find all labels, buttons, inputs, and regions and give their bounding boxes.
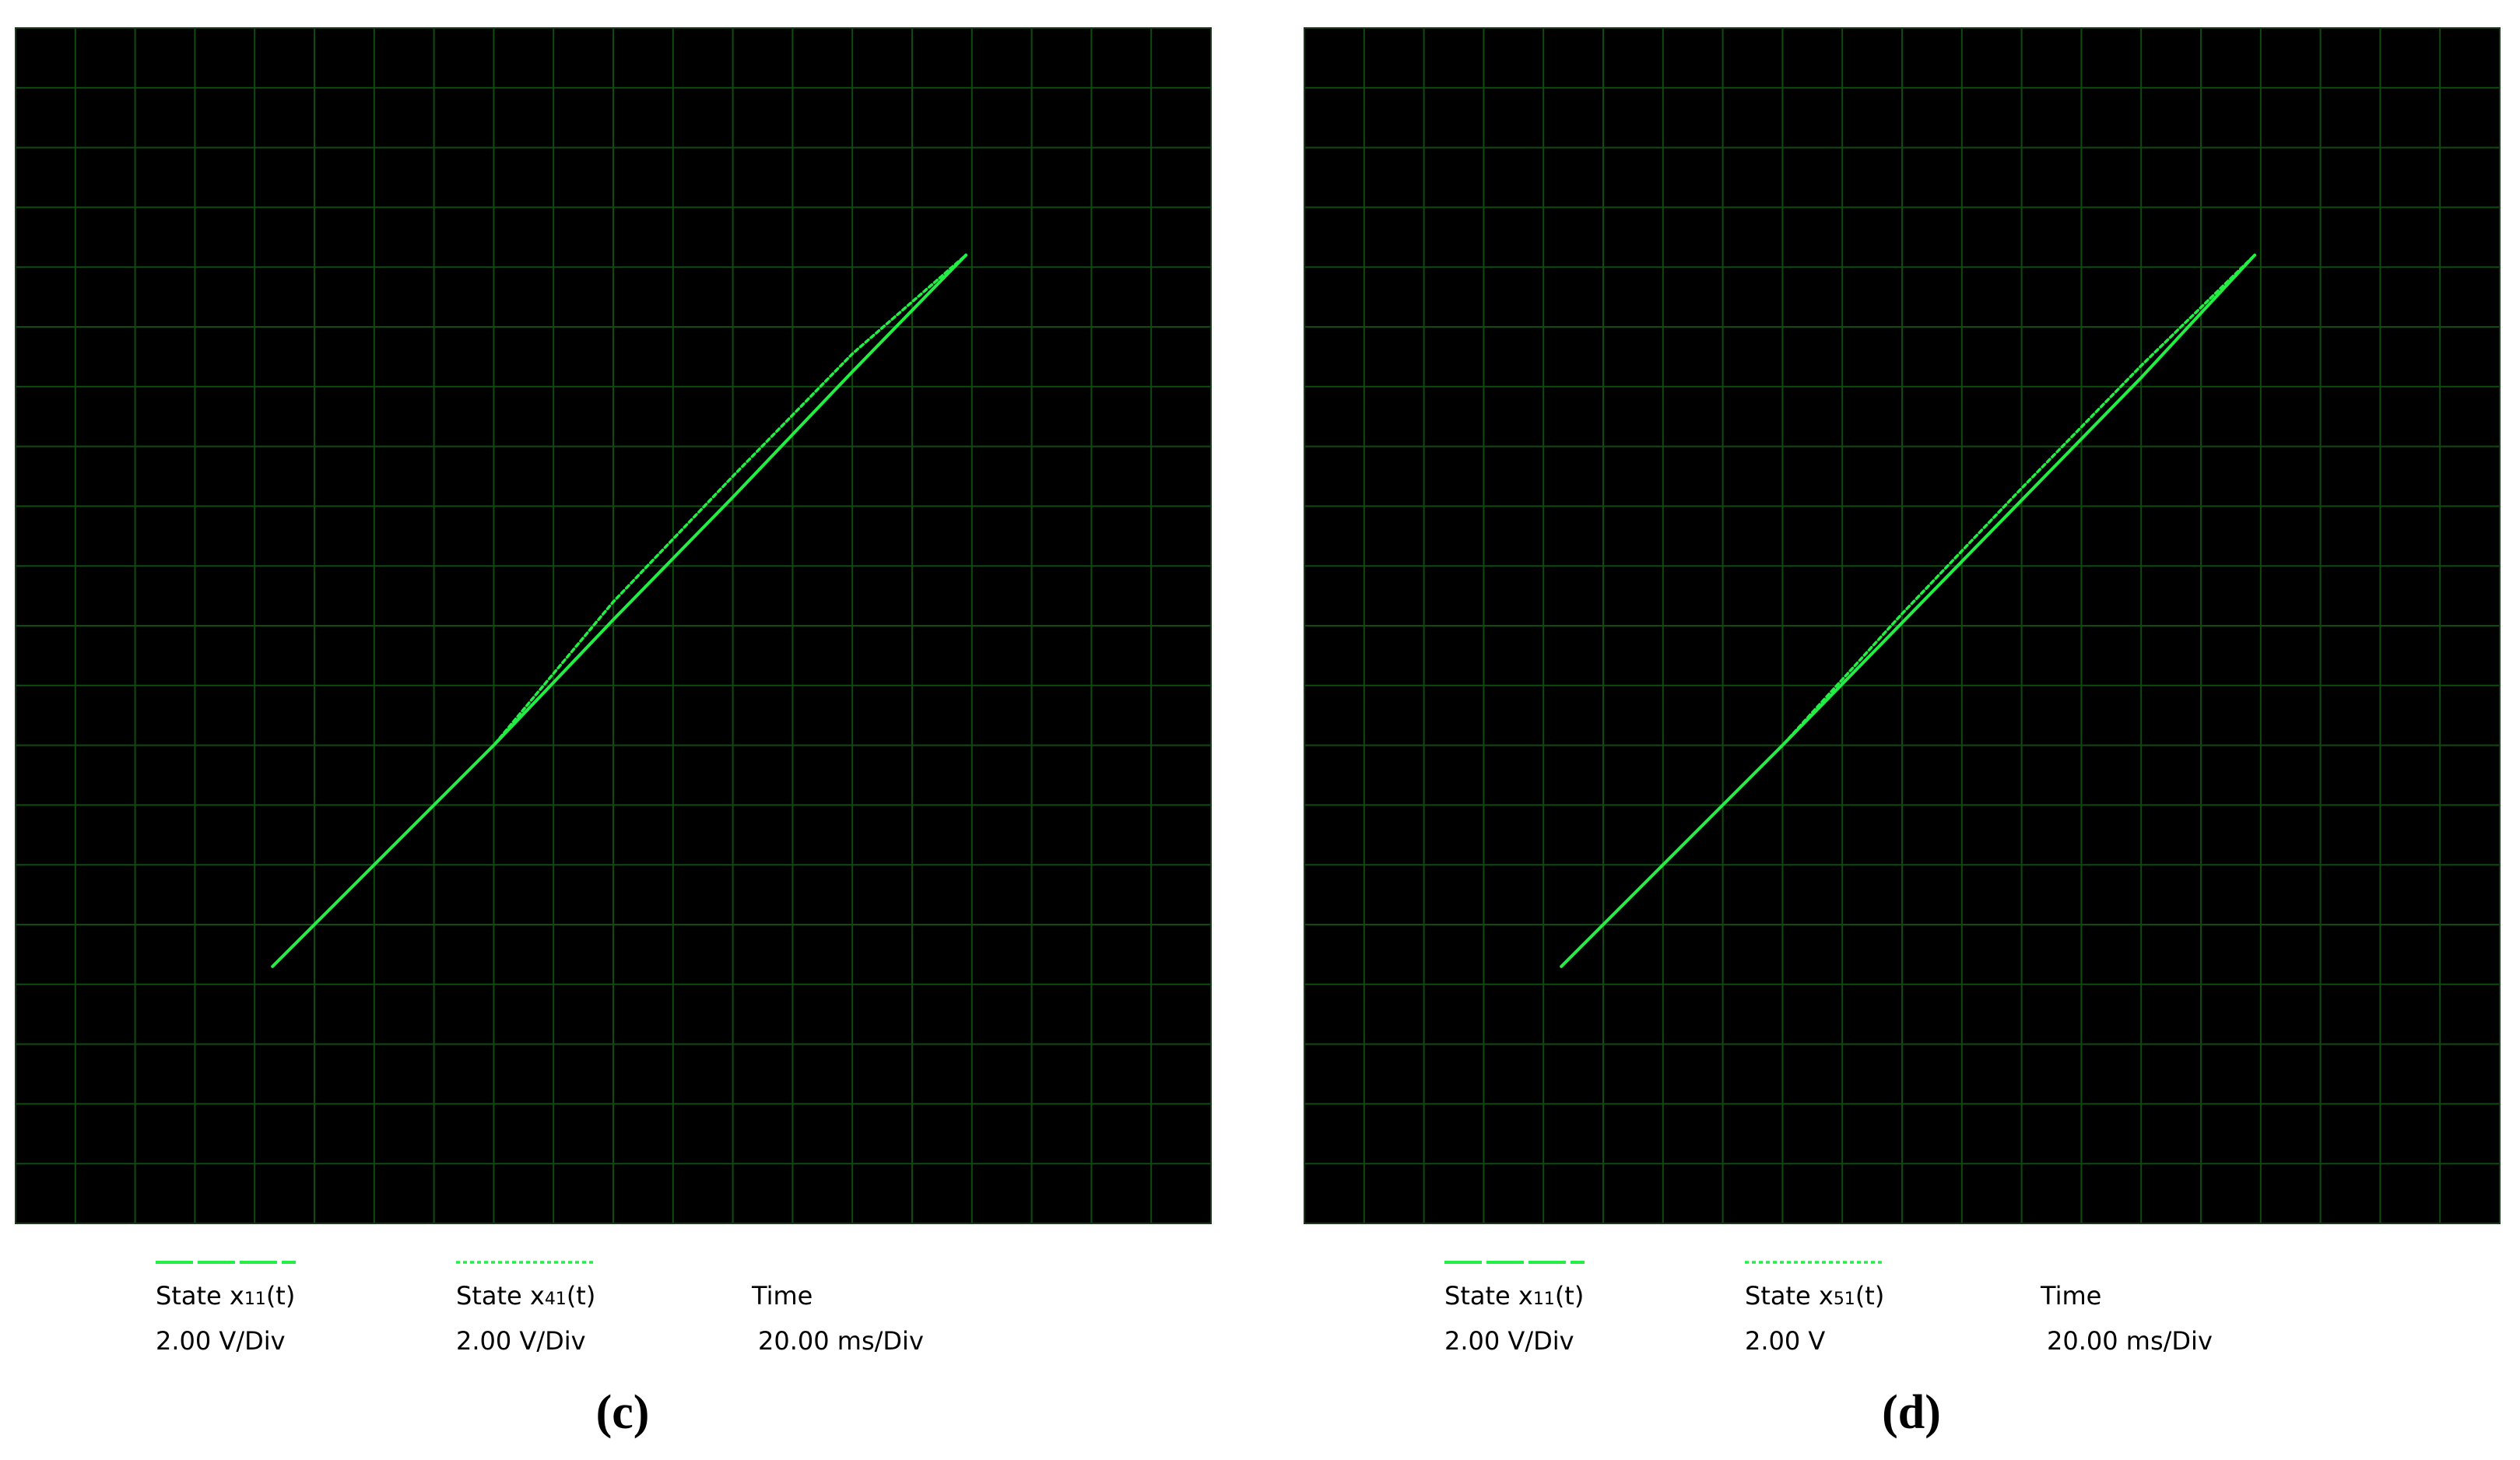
- legend-swatch: [456, 1258, 596, 1267]
- panel-caption: (c): [595, 1386, 650, 1439]
- legend-label: State x11(t): [156, 1281, 295, 1311]
- scope-screen: [1304, 27, 2501, 1224]
- legend-label-suffix: (t): [566, 1281, 596, 1311]
- legend-label-subscript: 51: [1833, 1290, 1855, 1309]
- legend-item: State x41(t) 2.00 V/Div: [456, 1258, 736, 1356]
- scope-panel-d: State x11(t) 2.00 V/Div State x51(t) 2.00 V…: [1289, 0, 2520, 1460]
- legend-label-subscript: 11: [244, 1290, 266, 1309]
- legend-label-prefix: State x: [1745, 1281, 1834, 1311]
- trace-dotted: [1560, 254, 2256, 968]
- legend-scale: 2.00 V/Div: [156, 1326, 286, 1356]
- legend-swatch: [1745, 1258, 1885, 1267]
- legend-label-prefix: Time: [752, 1281, 813, 1311]
- legend-scale: 2.00 V: [1745, 1326, 1826, 1356]
- legend-scale: 20.00 ms/Div: [758, 1326, 924, 1356]
- legend-scale: 20.00 ms/Div: [2047, 1326, 2213, 1356]
- legend-item: State x11(t) 2.00 V/Div: [1444, 1258, 1725, 1356]
- legend-item: State x51(t) 2.00 V: [1745, 1258, 2025, 1356]
- trace-dotted: [271, 254, 967, 968]
- legend-label-prefix: Time: [2041, 1281, 2102, 1311]
- legend-scale: 2.00 V/Div: [1444, 1326, 1574, 1356]
- scope-screen: [15, 27, 1212, 1224]
- scope-panel-c: State x11(t) 2.00 V/Div State x41(t) 2.00 V…: [15, 27, 1212, 1439]
- legend-label-suffix: (t): [1855, 1281, 1885, 1311]
- legend-label-subscript: 41: [544, 1290, 567, 1309]
- legend-label: State x41(t): [456, 1281, 595, 1311]
- panel-caption: (d): [1882, 1386, 1941, 1439]
- legend-label: State x51(t): [1745, 1281, 1884, 1311]
- legend-label-prefix: State x: [456, 1281, 545, 1311]
- scope-border: [15, 27, 1212, 1224]
- legend-label-prefix: State x: [1444, 1281, 1533, 1311]
- legend-label-prefix: State x: [156, 1281, 244, 1311]
- legend-label-suffix: (t): [1554, 1281, 1585, 1311]
- scope-border: [1304, 27, 2501, 1224]
- legend-scale: 2.00 V/Div: [456, 1326, 586, 1356]
- legend-label-subscript: 11: [1532, 1290, 1555, 1309]
- legend-label: State x11(t): [1444, 1281, 1584, 1311]
- legend-label: Time: [2041, 1281, 2101, 1311]
- legend-item: State x11(t) 2.00 V/Div: [156, 1258, 436, 1356]
- legend-swatch: [156, 1258, 296, 1267]
- legend-label-suffix: (t): [265, 1281, 296, 1311]
- legend-swatch: [1444, 1258, 1585, 1267]
- legend-label: Time: [752, 1281, 813, 1311]
